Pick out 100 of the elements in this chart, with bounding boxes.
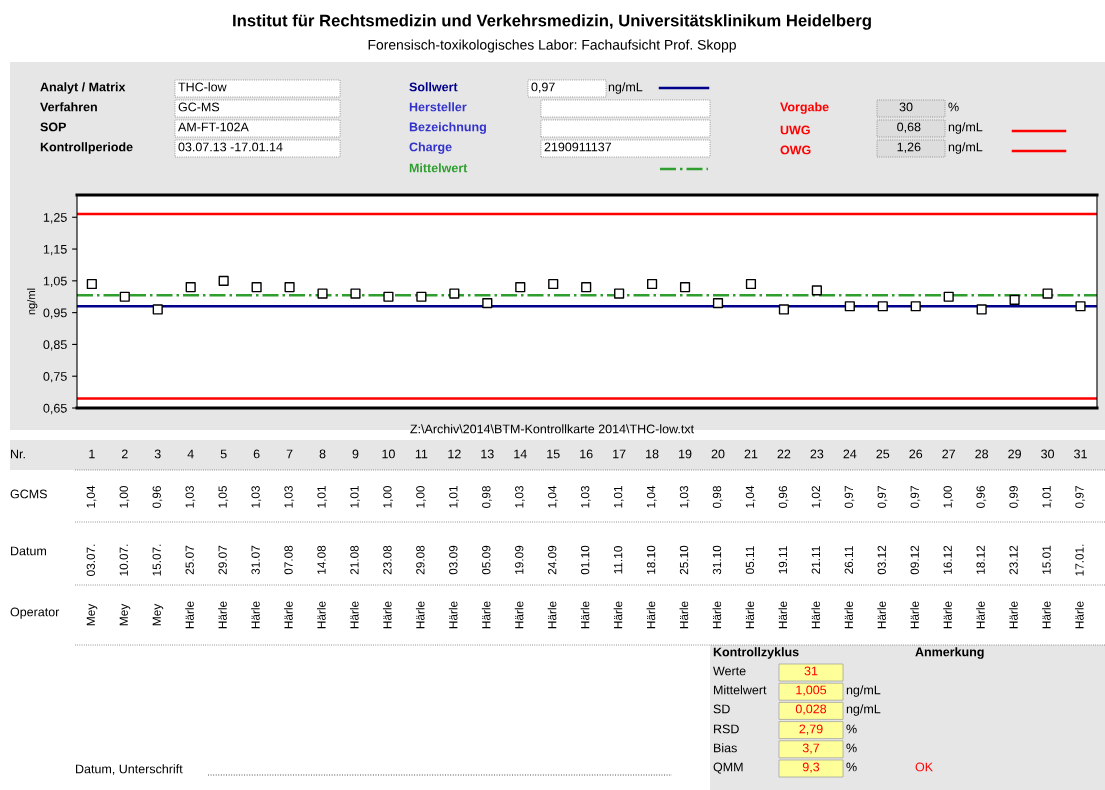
text: Härle <box>547 601 557 629</box>
text: % <box>846 762 857 772</box>
text: 2,79 <box>799 724 823 735</box>
x-tick-label: 7 <box>286 449 293 459</box>
data-label: 1,03 <box>251 486 262 508</box>
x-tick-label: 25 <box>876 449 890 459</box>
data-label: 1,00 <box>416 485 426 508</box>
text: 07.08 <box>284 545 293 575</box>
data-label: 1,01 <box>613 486 624 508</box>
text: Härle <box>382 601 392 629</box>
text: Vorgabe <box>780 102 829 114</box>
text: 31.07 <box>251 545 260 575</box>
text: 3,7 <box>802 743 820 754</box>
y-tick-label: 0,95 <box>43 308 67 319</box>
point <box>416 291 427 302</box>
text: OK <box>915 762 933 772</box>
point <box>152 304 163 315</box>
text: Härle <box>514 601 524 629</box>
x-tick-label: 4 <box>187 449 194 459</box>
text: Härle <box>1009 601 1018 629</box>
data-label: 1,03 <box>515 486 525 508</box>
point <box>284 282 295 293</box>
text: 25.07 <box>185 545 194 575</box>
text: AM-FT-102A <box>178 122 249 132</box>
point <box>482 298 493 309</box>
text: Härle <box>778 601 788 629</box>
y-axis-title: ng/ml <box>27 288 38 315</box>
text: ng/mL <box>948 142 983 154</box>
text: 23.12 <box>1009 545 1018 575</box>
data-label: 0,97 <box>877 486 888 509</box>
data-label: 0,98 <box>712 486 723 509</box>
text: Charge <box>409 142 452 154</box>
text: Härle <box>844 601 853 629</box>
text: Verfahren <box>40 102 97 112</box>
text: Mey <box>152 603 164 626</box>
data-label: 1,03 <box>284 486 295 508</box>
point <box>778 304 790 315</box>
text: 01.10 <box>580 545 590 575</box>
x-tick-label: 10 <box>382 449 395 459</box>
point <box>976 304 987 315</box>
x-tick-label: 31 <box>1074 449 1087 459</box>
data-label: 1,01 <box>1042 486 1053 508</box>
text: 25.10 <box>679 545 689 575</box>
text: Härle <box>811 601 821 629</box>
text: Härle <box>284 601 293 629</box>
text: 05.09 <box>482 545 491 575</box>
x-tick-label: 6 <box>253 449 260 459</box>
text: 0,028 <box>795 704 827 715</box>
text: 24.09 <box>548 545 557 575</box>
x-tick-label: 8 <box>319 449 326 459</box>
text: SOP <box>40 122 66 132</box>
x-tick-label: 19 <box>679 449 692 459</box>
text: Härle <box>185 601 194 629</box>
point <box>350 288 361 299</box>
point <box>86 278 97 290</box>
data-label: 1,00 <box>383 485 393 508</box>
text: Härle <box>448 601 458 629</box>
text: THC-low <box>178 82 227 92</box>
text: 05.11 <box>745 546 755 574</box>
x-tick-label: 24 <box>843 449 857 459</box>
text: % <box>948 102 959 112</box>
text: Kontrollperiode <box>40 142 133 154</box>
text: 14.08 <box>317 545 326 574</box>
text: 29.07 <box>218 545 227 575</box>
data-label: 1,04 <box>548 485 558 508</box>
text: SD <box>713 704 730 714</box>
point <box>844 301 855 312</box>
text: Z:\Archiv\2014\BTM-Kontrollkarte 2014\THC-low.txt <box>410 424 694 434</box>
y-tick-label: 1,15 <box>43 244 67 256</box>
data-label: 0,99 <box>1009 486 1020 509</box>
text: Härle <box>877 601 886 629</box>
text: 1,005 <box>796 685 827 696</box>
text: 09.12 <box>910 545 919 575</box>
data-label: 1,03 <box>580 486 591 508</box>
text: Härle <box>976 601 985 629</box>
data-label: 1,04 <box>86 485 97 508</box>
text: Härle <box>1042 601 1051 629</box>
text: Härle <box>646 601 656 629</box>
chart-subtitle: Forensisch-toxikologisches Labor: Fachaufsicht Prof. Skopp <box>368 39 736 53</box>
text: 18.10 <box>646 545 656 574</box>
x-tick-label: 26 <box>909 449 923 459</box>
text: ng/mL <box>608 82 643 94</box>
text: Härle <box>745 601 755 629</box>
point <box>943 291 954 302</box>
text: Kontrollzyklus <box>713 647 799 659</box>
data-label: 0,96 <box>152 486 163 509</box>
data-label: 1,00 <box>119 485 130 508</box>
text: Werte <box>713 666 746 676</box>
point <box>1009 294 1020 305</box>
x-tick-label: 11 <box>415 449 428 459</box>
text: Analyt / Matrix <box>40 82 126 94</box>
text: Härle <box>415 601 425 629</box>
data-label: 1,04 <box>745 485 756 508</box>
text: 03.12 <box>877 545 886 575</box>
x-tick-label: 2 <box>121 449 128 459</box>
x-tick-label: 20 <box>711 449 725 459</box>
x-tick-label: 12 <box>448 449 461 459</box>
data-label: 1,03 <box>185 486 196 508</box>
data-label: 0,98 <box>482 486 492 509</box>
text: Härle <box>481 601 491 629</box>
